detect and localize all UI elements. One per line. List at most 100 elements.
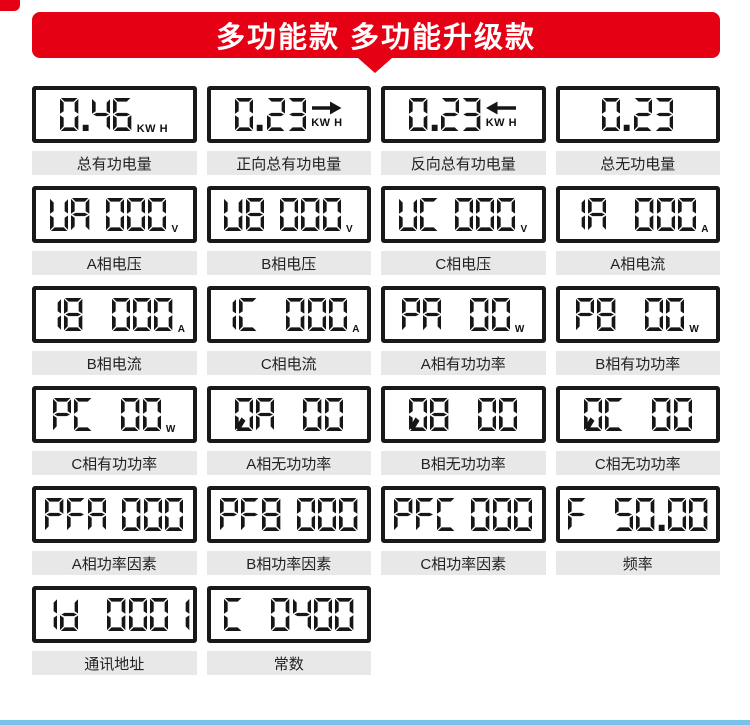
lcd-screen: [206, 486, 371, 543]
lcd-space: [457, 314, 467, 315]
meter-function-label: C相无功功率: [555, 451, 720, 475]
segment-digit: [107, 598, 126, 631]
segment-digit: [126, 198, 146, 231]
lcd-space: [93, 214, 103, 215]
segment-digit: [597, 298, 616, 331]
lcd-screen: [555, 486, 720, 543]
segment-digit: [143, 498, 162, 531]
meter-cell: KW H 正向总有功电量: [206, 86, 371, 175]
meter-function-label: 总无功电量: [555, 151, 720, 175]
meter-function-label: C相电压: [381, 251, 546, 275]
segment-digit: [232, 298, 236, 331]
meter-function-label: B相电流: [32, 351, 197, 375]
segment-digit: [339, 498, 358, 531]
segment-digit: [581, 198, 585, 231]
segment-digit: [154, 298, 173, 331]
segment-digit: [624, 124, 631, 131]
lcd-space: [108, 414, 118, 415]
meter-cell: W B相有功功率: [555, 286, 720, 375]
meter-function-label: B相功率因素: [206, 551, 371, 575]
segment-digit: [241, 498, 259, 531]
meter-function-label: A相电压: [32, 251, 197, 275]
segment-digit: [73, 398, 92, 431]
segment-digit: [463, 98, 481, 131]
segment-digit: [666, 298, 685, 331]
meter-function-label: B相无功功率: [381, 451, 546, 475]
lcd-screen: [381, 386, 546, 443]
segment-digit: [301, 198, 320, 231]
meter-function-label: 频率: [555, 551, 720, 575]
segment-digit: [615, 498, 634, 531]
meter-cell: A相无功功率: [206, 386, 371, 475]
lcd-space: [632, 314, 642, 315]
lcd-segment-digits: [45, 498, 184, 531]
segment-digit: [128, 598, 148, 631]
lcd-unit-label: V: [345, 224, 354, 235]
lcd-screen: KW H: [381, 86, 546, 143]
segment-digit: [652, 398, 671, 431]
lcd-segment-digits: [401, 298, 510, 331]
lcd-unit-label: KW H: [311, 116, 343, 129]
lcd-segment-digits: [567, 198, 697, 231]
meter-function-label: A相电流: [555, 251, 720, 275]
segment-digit: [234, 98, 254, 131]
segment-digit: [45, 498, 64, 531]
segment-digit: [223, 598, 242, 631]
meter-cell: A A相电流: [555, 186, 720, 275]
lcd-extras: KW H: [137, 123, 168, 135]
lcd-screen: KW H: [32, 86, 197, 143]
meter-cell: W A相有功功率: [381, 286, 546, 375]
meter-function-label: 常数: [206, 651, 371, 675]
lcd-unit-label: A: [701, 224, 709, 235]
lcd-screen: A: [32, 286, 197, 343]
segment-digit: [324, 398, 343, 431]
lcd-screen: A: [555, 186, 720, 243]
segment-digit: [148, 198, 167, 231]
segment-digit: [322, 198, 341, 231]
meter-cell: V A相电压: [32, 186, 197, 275]
lcd-extras: W: [515, 324, 525, 335]
meter-cell: A B相电流: [32, 286, 197, 375]
lcd-space: [277, 414, 287, 415]
meter-function-label: A相无功功率: [206, 451, 371, 475]
lcd-space: [639, 414, 649, 415]
lcd-screen: [32, 486, 197, 543]
lcd-space: [86, 314, 96, 315]
meter-cell: 频率: [555, 486, 720, 575]
lcd-space: [458, 514, 468, 515]
lcd-segment-digits: [49, 198, 167, 231]
segment-digit: [113, 98, 132, 131]
segment-digit: [328, 298, 348, 331]
lcd-space: [452, 414, 462, 415]
lcd-space: [444, 314, 454, 315]
lcd-extras: W: [689, 324, 699, 335]
meter-cell: 常数: [206, 586, 371, 675]
lcd-screen: W: [555, 286, 720, 343]
lcd-extras: A: [701, 224, 709, 235]
meter-cell: B相功率因素: [206, 486, 371, 575]
meter-function-label: 通讯地址: [32, 651, 197, 675]
bottom-blue-bar: [0, 720, 750, 725]
segment-digit: [491, 298, 510, 331]
segment-digit: [82, 124, 89, 131]
lcd-segment-digits: [576, 298, 685, 331]
lcd-unit-label: A: [177, 324, 186, 335]
lcd-screen: V: [206, 186, 371, 243]
segment-digit: [121, 398, 140, 431]
segment-digit: [689, 498, 708, 531]
meter-cell: A相功率因素: [32, 486, 197, 575]
segment-digit: [53, 598, 58, 631]
segment-digit: [633, 98, 653, 131]
segment-digit: [288, 98, 307, 131]
segment-digit: [64, 298, 83, 331]
lcd-screen: W: [32, 386, 197, 443]
segment-digit: [409, 98, 428, 131]
segment-digit: [513, 498, 533, 531]
lcd-extras: A: [178, 324, 186, 335]
lcd-segment-digits: [602, 98, 674, 131]
segment-digit: [60, 98, 79, 131]
meter-function-label: 总有功电量: [32, 151, 197, 175]
lcd-screen: [206, 386, 371, 443]
segment-digit: [587, 198, 607, 231]
meter-function-label: 反向总有功电量: [381, 151, 546, 175]
